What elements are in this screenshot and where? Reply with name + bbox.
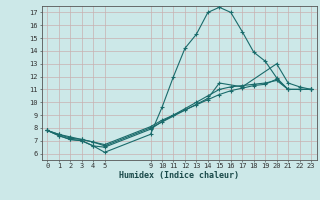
X-axis label: Humidex (Indice chaleur): Humidex (Indice chaleur) xyxy=(119,171,239,180)
